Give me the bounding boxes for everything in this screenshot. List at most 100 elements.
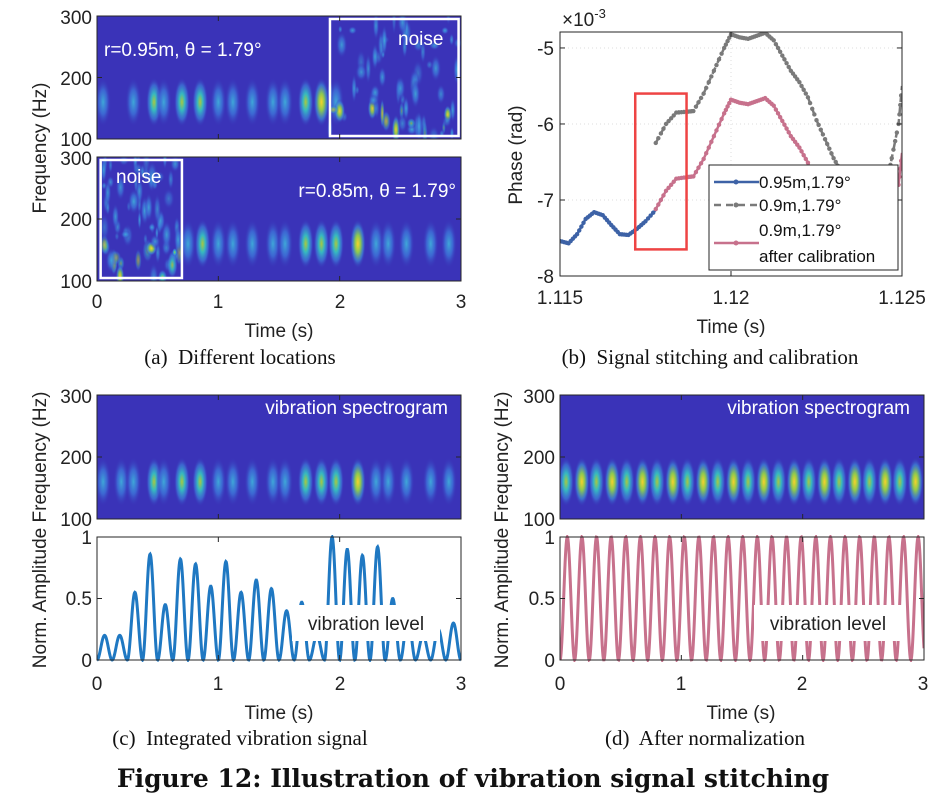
series-marker-2 (784, 126, 789, 131)
series-marker-1 (653, 140, 658, 146)
series-marker-1 (786, 64, 791, 70)
spectrogram-a-top-noise-blob (336, 31, 348, 59)
caption-c: (c) Integrated vibration signal (112, 726, 368, 750)
spectrogram-a-bottom-pulse (398, 219, 415, 269)
spectrogram-a-top-noise-blob (441, 26, 449, 35)
spectrogram-c-pulse (380, 457, 397, 507)
highlight-box (633, 92, 688, 251)
series-marker-1 (892, 138, 898, 144)
spectrogram-d-content (560, 395, 924, 519)
series-marker-1 (898, 93, 902, 98)
ytick-a-top-100: 100 (60, 130, 92, 151)
spectrogram-a-bottom-noise-blob (105, 200, 111, 216)
spectrogram-a-top-noise-blob (378, 66, 387, 88)
spectrogram-a-bottom-noise-blob (142, 157, 151, 177)
series-marker-0 (579, 224, 584, 229)
legend-marker-0 (733, 179, 739, 185)
spectrogram-a-top-pulse (264, 77, 281, 127)
spectrogram-a-top-noise-blob (449, 33, 455, 47)
noise-label-a-bottom: noise (116, 167, 161, 188)
series-marker-1 (698, 95, 704, 101)
spectrogram-a-top-noise-blob (347, 26, 357, 35)
spectrogram-a-top-content (97, 16, 461, 139)
xtick-c-1: 1 (213, 674, 224, 695)
series-marker-1 (784, 60, 789, 66)
series-marker-2 (782, 122, 787, 127)
spectrogram-a-bottom-pulse (264, 219, 281, 269)
ytick-a-top-300: 300 (60, 8, 92, 29)
series-marker-2 (773, 107, 779, 112)
spectrogram-c-pulse (440, 457, 457, 507)
spectrogram-c-pulse (210, 457, 227, 507)
series-marker-2 (898, 158, 902, 164)
series-marker-2 (693, 169, 699, 175)
series-marker-1 (894, 130, 900, 135)
ytick-d-amp-0: 0 (544, 651, 555, 672)
spectrogram-a-bottom-pulse (349, 219, 366, 269)
spectrogram-a-bottom-noise-blob (100, 157, 107, 185)
series-marker-1 (897, 112, 902, 117)
spectrogram-a-top-pulse (277, 77, 294, 127)
spectrogram-a-bottom-pulse (380, 219, 397, 269)
series-marker-2 (797, 145, 802, 150)
legend-marker-2 (733, 240, 739, 246)
spectrogram-a-top-pulse (192, 77, 209, 127)
series-marker-2 (661, 193, 666, 198)
series-marker-2 (898, 166, 902, 172)
xtick-c-0: 0 (92, 674, 103, 695)
spectrogram-c-pulse (97, 457, 112, 507)
spectrogram-d-pulse (770, 457, 787, 507)
spectrogram-a-top-pulse (313, 77, 330, 127)
annotation-a-bottom: r=0.85m, θ = 1.79° (298, 181, 456, 202)
series-marker-0 (574, 231, 580, 237)
spectrogram-a-top-pulse (97, 77, 112, 127)
series-marker-0 (581, 220, 586, 225)
ylabel-d-spec: Frequency (Hz) (492, 392, 513, 523)
series-marker-1 (714, 62, 719, 68)
series-marker-1 (721, 45, 727, 51)
spectrogram-a-bottom-noise-blob (148, 223, 156, 232)
spectrogram-a-bottom-pulse (224, 219, 241, 269)
spectrogram-a-top-noise-blob (406, 117, 416, 129)
series-marker-2 (666, 185, 671, 191)
spectrogram-a-bottom-pulse (328, 219, 345, 269)
series-marker-2 (711, 133, 717, 139)
spectrogram-c-pulse (173, 457, 190, 507)
series-marker-2 (723, 107, 729, 113)
xtick-b-1: 1.12 (713, 288, 750, 309)
spectrogram-c-pulse (313, 457, 330, 507)
series-marker-1 (773, 41, 779, 47)
series-marker-2 (663, 188, 669, 194)
vibration-level-box-d (754, 605, 902, 641)
spectrogram-a-top-pulse (244, 77, 261, 127)
spectrogram-a-bottom-pulse (179, 219, 197, 269)
ytick-d-300: 300 (523, 387, 555, 408)
spectrogram-a-top-noise-blob (436, 83, 446, 105)
series-marker-1 (775, 45, 781, 51)
spectrogram-c-pulse (264, 457, 281, 507)
spectrogram-a-bottom-pulse (194, 219, 211, 269)
series-marker-1 (771, 38, 776, 43)
spectrogram-a-bottom-pulse (277, 219, 294, 269)
spectrogram-a-bottom-noise-blob (153, 193, 162, 226)
series-marker-0 (648, 213, 653, 218)
spectrogram-a-bottom-noise-blob (99, 213, 110, 242)
spectrogram-a-top-noise-blob (334, 98, 346, 124)
spectrogram-d-pulse (755, 457, 772, 507)
spectrogram-a-bottom-noise-blob (104, 179, 112, 206)
xtick-b-0: 1.115 (537, 288, 583, 309)
spectrogram-a-top-noise-blob (404, 16, 409, 40)
series-marker-2 (803, 156, 809, 162)
spectrogram-a-bottom-noise-blob (120, 230, 131, 239)
spectrogram-a-bottom-noise-blob (166, 251, 178, 279)
spectrogram-a-bottom-pulse (422, 219, 439, 269)
series-marker-1 (814, 117, 819, 123)
ytick-b-3: -8 (537, 267, 554, 288)
ytick-a-bot-300: 300 (60, 149, 92, 170)
series-marker-1 (833, 159, 838, 165)
spectrogram-a-top-noise-blob (453, 54, 461, 86)
ytick-c-amp-1: 1 (81, 528, 92, 549)
vibration-level-box-c (292, 605, 440, 641)
series-marker-2 (709, 139, 714, 145)
spectrogram-a-bottom-noise-blob (134, 248, 142, 272)
